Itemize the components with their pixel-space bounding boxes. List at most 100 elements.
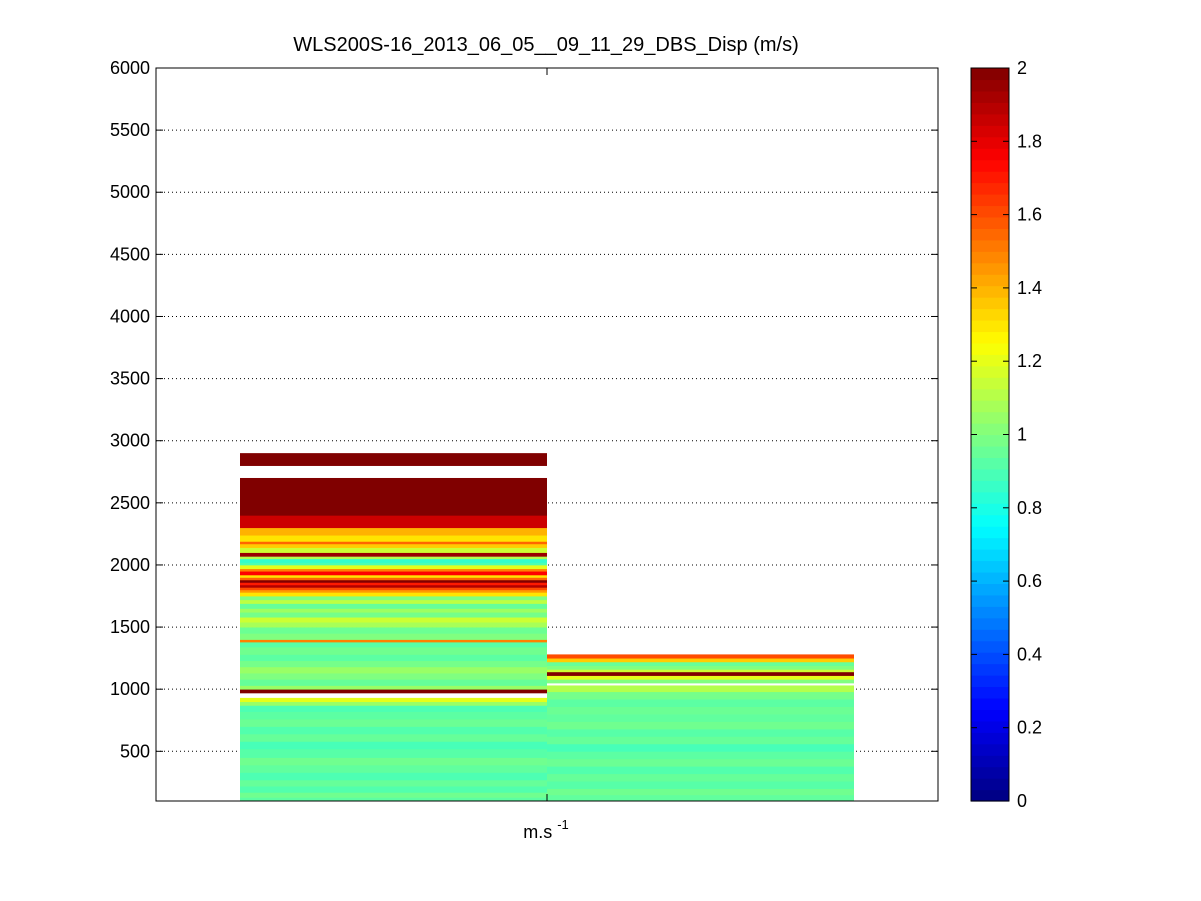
colorbar-tick-label: 1.4 bbox=[1017, 278, 1042, 298]
heatmap-cell bbox=[240, 603, 547, 609]
heatmap-cell bbox=[547, 669, 854, 673]
heatmap-cell bbox=[547, 788, 854, 796]
heatmap-cell bbox=[547, 661, 854, 666]
y-tick-label: 1000 bbox=[110, 679, 150, 699]
y-tick-label: 4000 bbox=[110, 306, 150, 326]
heatmap-cell bbox=[240, 552, 547, 557]
colorbar-band bbox=[971, 182, 1009, 195]
colorbar-band bbox=[971, 319, 1009, 333]
colorbar-band bbox=[971, 468, 1009, 481]
colorbar-band bbox=[971, 445, 1009, 459]
colorbar-tick-label: 0.2 bbox=[1017, 718, 1042, 738]
heatmap-cell bbox=[240, 543, 547, 548]
colorbar-band bbox=[971, 491, 1009, 504]
colorbar-band bbox=[971, 549, 1009, 562]
colorbar-band bbox=[971, 663, 1009, 676]
y-tick-label: 1500 bbox=[110, 617, 150, 637]
colorbar-tick-label: 1.8 bbox=[1017, 131, 1042, 151]
heatmap-cell bbox=[240, 689, 547, 694]
heatmap-cell bbox=[240, 741, 547, 750]
colorbar-band bbox=[971, 766, 1009, 779]
heatmap-cell bbox=[240, 733, 547, 742]
colorbar: 0 0.2 0.4 0.6 0.8 1 1.2 1.4 1.6 1.8 2 bbox=[970, 58, 1042, 811]
colorbar-band bbox=[971, 423, 1009, 436]
colorbar-band bbox=[971, 778, 1009, 791]
heatmap-cell bbox=[240, 697, 547, 703]
colorbar-tick-label: 0 bbox=[1017, 791, 1027, 811]
colorbar-band bbox=[971, 136, 1009, 149]
heatmap-cell bbox=[240, 726, 547, 735]
colorbar-band bbox=[971, 526, 1009, 539]
y-tick-label: 3500 bbox=[110, 369, 150, 389]
heatmap-cell bbox=[240, 685, 547, 690]
heatmap-cell bbox=[240, 453, 547, 466]
colorbar-band bbox=[971, 239, 1009, 252]
heatmap-cell bbox=[240, 589, 547, 593]
heatmap-cell bbox=[240, 797, 547, 802]
heatmap-cell bbox=[240, 633, 547, 640]
colorbar-band bbox=[971, 583, 1009, 596]
colorbar-band bbox=[971, 285, 1009, 298]
chart-title: WLS200S-16_2013_06_05__09_11_29_DBS_Disp… bbox=[293, 34, 799, 56]
heatmap-cell bbox=[240, 577, 547, 581]
colorbar-band bbox=[971, 640, 1009, 653]
x-axis-label-base: m.s bbox=[523, 822, 552, 842]
heatmap-cell bbox=[240, 477, 547, 516]
colorbar-band bbox=[971, 400, 1009, 413]
colorbar-band bbox=[971, 171, 1009, 184]
heatmap-cell bbox=[547, 751, 854, 760]
colorbar-tick-label: 0.8 bbox=[1017, 498, 1042, 518]
heatmap-cell bbox=[547, 781, 854, 789]
heatmap-cell bbox=[240, 579, 547, 583]
heatmap-cell bbox=[240, 639, 547, 643]
colorbar-band bbox=[971, 697, 1009, 710]
heatmap-cell bbox=[240, 596, 547, 601]
heatmap-cell bbox=[240, 599, 547, 604]
colorbar-band bbox=[971, 743, 1009, 756]
colorbar-band bbox=[971, 503, 1009, 516]
colorbar-band bbox=[971, 709, 1009, 722]
heatmap-cell bbox=[240, 574, 547, 578]
colorbar-band bbox=[971, 262, 1009, 275]
colorbar-band bbox=[971, 216, 1009, 229]
colorbar-band bbox=[971, 90, 1009, 103]
y-tick-label: 500 bbox=[120, 741, 150, 761]
heatmap-cell bbox=[240, 711, 547, 720]
colorbar-band bbox=[971, 457, 1009, 470]
heatmap-cell bbox=[240, 666, 547, 674]
colorbar-band bbox=[971, 125, 1009, 138]
colorbar-band bbox=[971, 617, 1009, 630]
colorbar-band bbox=[971, 480, 1009, 493]
colorbar-band bbox=[971, 228, 1009, 241]
heatmap-cell bbox=[240, 584, 547, 588]
colorbar-band bbox=[971, 193, 1009, 207]
y-tick-label: 2500 bbox=[110, 493, 150, 513]
colorbar-band bbox=[971, 537, 1009, 550]
heatmap-cell bbox=[547, 758, 854, 767]
colorbar-band bbox=[971, 148, 1009, 161]
y-tick-label: 6000 bbox=[110, 58, 150, 78]
colorbar-band bbox=[971, 377, 1009, 390]
colorbar-band bbox=[971, 789, 1009, 802]
colorbar-band bbox=[971, 732, 1009, 745]
heatmap-cell bbox=[240, 617, 547, 623]
heatmap-cell bbox=[547, 691, 854, 700]
colorbar-tick-label: 0.6 bbox=[1017, 571, 1042, 591]
colorbar-band bbox=[971, 388, 1009, 401]
heatmap-cell bbox=[240, 757, 547, 766]
heatmap-cell bbox=[547, 736, 854, 745]
heatmap-cell bbox=[240, 541, 547, 545]
y-tick-label: 5000 bbox=[110, 182, 150, 202]
colorbar-band bbox=[971, 159, 1009, 172]
heatmap-cell bbox=[240, 582, 547, 586]
colorbar-band bbox=[971, 308, 1009, 321]
heatmap-cell bbox=[547, 665, 854, 670]
colorbar-band bbox=[971, 652, 1009, 665]
heatmap-cell bbox=[240, 592, 547, 597]
heatmap-cell bbox=[240, 779, 547, 787]
y-tick-label: 2000 bbox=[110, 555, 150, 575]
heatmap-cell bbox=[547, 675, 854, 680]
heatmap-cell bbox=[547, 728, 854, 737]
heatmap-cell bbox=[240, 608, 547, 613]
